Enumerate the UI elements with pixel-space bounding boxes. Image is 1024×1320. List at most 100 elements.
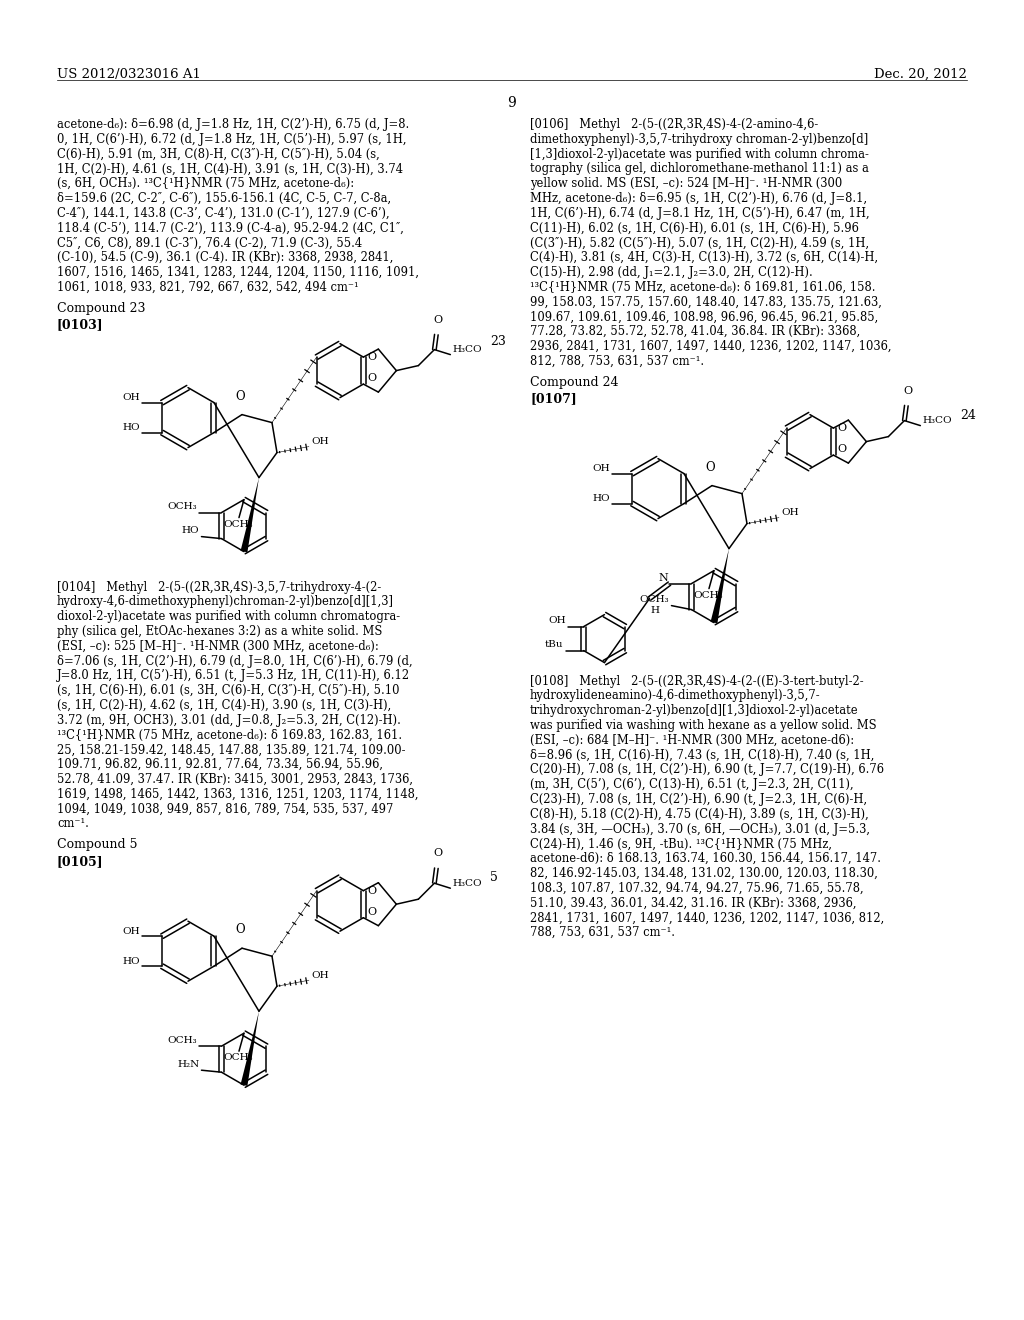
Text: tography (silica gel, dichloromethane-methanol 11:1) as a: tography (silica gel, dichloromethane-me…: [530, 162, 869, 176]
Text: [0103]: [0103]: [57, 318, 103, 331]
Text: [0107]: [0107]: [530, 392, 577, 405]
Text: O: O: [368, 374, 377, 383]
Text: O: O: [434, 314, 443, 325]
Text: hydroxylideneamino)-4,6-dimethoxyphenyl)-3,5,7-: hydroxylideneamino)-4,6-dimethoxyphenyl)…: [530, 689, 820, 702]
Text: C5″, C6, C8), 89.1 (C-3″), 76.4 (C-2), 71.9 (C-3), 55.4: C5″, C6, C8), 89.1 (C-3″), 76.4 (C-2), 7…: [57, 236, 362, 249]
Text: phy (silica gel, EtOAc-hexanes 3:2) as a white solid. MS: phy (silica gel, EtOAc-hexanes 3:2) as a…: [57, 624, 382, 638]
Text: O: O: [236, 389, 245, 403]
Text: 5: 5: [490, 871, 498, 884]
Text: cm⁻¹.: cm⁻¹.: [57, 817, 89, 830]
Text: (C-10), 54.5 (C-9), 36.1 (C-4). IR (KBr): 3368, 2938, 2841,: (C-10), 54.5 (C-9), 36.1 (C-4). IR (KBr)…: [57, 251, 393, 264]
Text: Compound 23: Compound 23: [57, 301, 145, 314]
Text: O: O: [838, 444, 847, 454]
Text: O: O: [706, 461, 715, 474]
Text: (m, 3H, C(5’), C(6’), C(13)-H), 6.51 (t, J=2.3, 2H, C(11),: (m, 3H, C(5’), C(6’), C(13)-H), 6.51 (t,…: [530, 779, 854, 791]
Text: H₃CO: H₃CO: [923, 416, 952, 425]
Text: OH: OH: [548, 616, 565, 626]
Text: Dec. 20, 2012: Dec. 20, 2012: [874, 69, 967, 81]
Text: O: O: [838, 424, 847, 433]
Polygon shape: [241, 1011, 259, 1086]
Text: ¹³C{¹H}NMR (75 MHz, acetone-d₆): δ 169.81, 161.06, 158.: ¹³C{¹H}NMR (75 MHz, acetone-d₆): δ 169.8…: [530, 281, 876, 294]
Text: [0106]   Methyl   2-(5-((2R,3R,4S)-4-(2-amino-4,6-: [0106] Methyl 2-(5-((2R,3R,4S)-4-(2-amin…: [530, 117, 818, 131]
Text: N: N: [658, 573, 669, 582]
Text: 118.4 (C-5’), 114.7 (C-2’), 113.9 (C-4-a), 95.2-94.2 (4C, C1″,: 118.4 (C-5’), 114.7 (C-2’), 113.9 (C-4-a…: [57, 222, 403, 235]
Text: hydroxy-4,6-dimethoxyphenyl)chroman-2-yl)benzo[d][1,3]: hydroxy-4,6-dimethoxyphenyl)chroman-2-yl…: [57, 595, 394, 609]
Text: OH: OH: [123, 393, 140, 403]
Text: O: O: [368, 886, 377, 896]
Text: dioxol-2-yl)acetate was purified with column chromatogra-: dioxol-2-yl)acetate was purified with co…: [57, 610, 400, 623]
Text: [0108]   Methyl   2-(5-((2R,3R,4S)-4-(2-((E)-3-tert-butyl-2-: [0108] Methyl 2-(5-((2R,3R,4S)-4-(2-((E)…: [530, 675, 863, 688]
Text: [1,3]dioxol-2-yl)acetate was purified with column chroma-: [1,3]dioxol-2-yl)acetate was purified wi…: [530, 148, 869, 161]
Text: HO: HO: [182, 527, 200, 535]
Text: H₃CO: H₃CO: [453, 879, 482, 887]
Text: O: O: [368, 907, 377, 916]
Text: HO: HO: [123, 957, 140, 966]
Text: ¹³C{¹H}NMR (75 MHz, acetone-d₆): δ 169.83, 162.83, 161.: ¹³C{¹H}NMR (75 MHz, acetone-d₆): δ 169.8…: [57, 729, 402, 742]
Text: 3.72 (m, 9H, OCH3), 3.01 (dd, J=0.8, J₂=5.3, 2H, C(12)-H).: 3.72 (m, 9H, OCH3), 3.01 (dd, J=0.8, J₂=…: [57, 714, 400, 727]
Text: H₂N: H₂N: [177, 1060, 200, 1069]
Text: C(8)-H), 5.18 (C(2)-H), 4.75 (C(4)-H), 3.89 (s, 1H, C(3)-H),: C(8)-H), 5.18 (C(2)-H), 4.75 (C(4)-H), 3…: [530, 808, 868, 821]
Text: OH: OH: [311, 437, 329, 446]
Text: 0, 1H, C(6’)-H), 6.72 (d, J=1.8 Hz, 1H, C(5’)-H), 5.97 (s, 1H,: 0, 1H, C(6’)-H), 6.72 (d, J=1.8 Hz, 1H, …: [57, 133, 407, 145]
Text: 3.84 (s, 3H, —OCH₃), 3.70 (s, 6H, —OCH₃), 3.01 (d, J=5.3,: 3.84 (s, 3H, —OCH₃), 3.70 (s, 6H, —OCH₃)…: [530, 822, 870, 836]
Text: C-4″), 144.1, 143.8 (C-3’, C-4’), 131.0 (C-1’), 127.9 (C-6’),: C-4″), 144.1, 143.8 (C-3’, C-4’), 131.0 …: [57, 207, 389, 220]
Text: 24: 24: [961, 409, 976, 421]
Text: dimethoxyphenyl)-3,5,7-trihydroxy chroman-2-yl)benzo[d]: dimethoxyphenyl)-3,5,7-trihydroxy chroma…: [530, 133, 868, 145]
Text: 1619, 1498, 1465, 1442, 1363, 1316, 1251, 1203, 1174, 1148,: 1619, 1498, 1465, 1442, 1363, 1316, 1251…: [57, 788, 419, 801]
Text: OH: OH: [123, 927, 140, 936]
Text: OCH₃: OCH₃: [223, 520, 253, 528]
Text: (ESI, –c): 684 [M–H]⁻. ¹H-NMR (300 MHz, acetone-d6):: (ESI, –c): 684 [M–H]⁻. ¹H-NMR (300 MHz, …: [530, 734, 854, 747]
Text: 812, 788, 753, 631, 537 cm⁻¹.: 812, 788, 753, 631, 537 cm⁻¹.: [530, 355, 705, 368]
Text: OCH₃: OCH₃: [693, 590, 723, 599]
Text: (ESI, –c): 525 [M–H]⁻. ¹H-NMR (300 MHz, acetone-d₆):: (ESI, –c): 525 [M–H]⁻. ¹H-NMR (300 MHz, …: [57, 640, 379, 653]
Text: Compound 24: Compound 24: [530, 376, 618, 388]
Text: C(11)-H), 6.02 (s, 1H, C(6)-H), 6.01 (s, 1H, C(6)-H), 5.96: C(11)-H), 6.02 (s, 1H, C(6)-H), 6.01 (s,…: [530, 222, 859, 235]
Text: OCH₃: OCH₃: [168, 1036, 198, 1044]
Text: acetone-d₆): δ=6.98 (d, J=1.8 Hz, 1H, C(2’)-H), 6.75 (d, J=8.: acetone-d₆): δ=6.98 (d, J=1.8 Hz, 1H, C(…: [57, 117, 410, 131]
Text: 82, 146.92-145.03, 134.48, 131.02, 130.00, 120.03, 118.30,: 82, 146.92-145.03, 134.48, 131.02, 130.0…: [530, 867, 878, 880]
Text: 109.67, 109.61, 109.46, 108.98, 96.96, 96.45, 96.21, 95.85,: 109.67, 109.61, 109.46, 108.98, 96.96, 9…: [530, 310, 879, 323]
Text: OCH₃: OCH₃: [168, 502, 198, 511]
Text: acetone-d6): δ 168.13, 163.74, 160.30, 156.44, 156.17, 147.: acetone-d6): δ 168.13, 163.74, 160.30, 1…: [530, 853, 881, 865]
Text: 1607, 1516, 1465, 1341, 1283, 1244, 1204, 1150, 1116, 1091,: 1607, 1516, 1465, 1341, 1283, 1244, 1204…: [57, 267, 419, 279]
Text: 1H, C(6’)-H), 6.74 (d, J=8.1 Hz, 1H, C(5’)-H), 6.47 (m, 1H,: 1H, C(6’)-H), 6.74 (d, J=8.1 Hz, 1H, C(5…: [530, 207, 869, 220]
Text: US 2012/0323016 A1: US 2012/0323016 A1: [57, 69, 201, 81]
Text: 25, 158.21-159.42, 148.45, 147.88, 135.89, 121.74, 109.00-: 25, 158.21-159.42, 148.45, 147.88, 135.8…: [57, 743, 406, 756]
Text: tBu: tBu: [545, 640, 563, 649]
Polygon shape: [241, 478, 259, 552]
Text: 108.3, 107.87, 107.32, 94.74, 94.27, 75.96, 71.65, 55.78,: 108.3, 107.87, 107.32, 94.74, 94.27, 75.…: [530, 882, 863, 895]
Polygon shape: [711, 549, 729, 623]
Text: 2841, 1731, 1607, 1497, 1440, 1236, 1202, 1147, 1036, 812,: 2841, 1731, 1607, 1497, 1440, 1236, 1202…: [530, 911, 885, 924]
Text: C(4)-H), 3.81 (s, 4H, C(3)-H, C(13)-H), 3.72 (s, 6H, C(14)-H,: C(4)-H), 3.81 (s, 4H, C(3)-H, C(13)-H), …: [530, 251, 879, 264]
Text: O: O: [236, 923, 245, 936]
Text: O: O: [368, 352, 377, 362]
Text: δ=8.96 (s, 1H, C(16)-H), 7.43 (s, 1H, C(18)-H), 7.40 (s, 1H,: δ=8.96 (s, 1H, C(16)-H), 7.43 (s, 1H, C(…: [530, 748, 874, 762]
Text: trihydroxychroman-2-yl)benzo[d][1,3]dioxol-2-yl)acetate: trihydroxychroman-2-yl)benzo[d][1,3]diox…: [530, 704, 859, 717]
Text: 51.10, 39.43, 36.01, 34.42, 31.16. IR (KBr): 3368, 2936,: 51.10, 39.43, 36.01, 34.42, 31.16. IR (K…: [530, 896, 856, 909]
Text: (s, 1H, C(2)-H), 4.62 (s, 1H, C(4)-H), 3.90 (s, 1H, C(3)-H),: (s, 1H, C(2)-H), 4.62 (s, 1H, C(4)-H), 3…: [57, 700, 391, 711]
Text: OH: OH: [311, 970, 329, 979]
Text: (s, 1H, C(6)-H), 6.01 (s, 3H, C(6)-H, C(3″)-H, C(5″)-H), 5.10: (s, 1H, C(6)-H), 6.01 (s, 3H, C(6)-H, C(…: [57, 684, 399, 697]
Text: 99, 158.03, 157.75, 157.60, 148.40, 147.83, 135.75, 121.63,: 99, 158.03, 157.75, 157.60, 148.40, 147.…: [530, 296, 882, 309]
Text: 23: 23: [490, 334, 506, 347]
Text: yellow solid. MS (ESI, –c): 524 [M–H]⁻. ¹H-NMR (300: yellow solid. MS (ESI, –c): 524 [M–H]⁻. …: [530, 177, 843, 190]
Text: [0104]   Methyl   2-(5-((2R,3R,4S)-3,5,7-trihydroxy-4-(2-: [0104] Methyl 2-(5-((2R,3R,4S)-3,5,7-tri…: [57, 581, 381, 594]
Text: 9: 9: [508, 96, 516, 110]
Text: H: H: [651, 606, 659, 615]
Text: 1094, 1049, 1038, 949, 857, 816, 789, 754, 535, 537, 497: 1094, 1049, 1038, 949, 857, 816, 789, 75…: [57, 803, 393, 816]
Text: O: O: [434, 849, 443, 858]
Text: OCH₃: OCH₃: [223, 1053, 253, 1063]
Text: C(23)-H), 7.08 (s, 1H, C(2’)-H), 6.90 (t, J=2.3, 1H, C(6)-H,: C(23)-H), 7.08 (s, 1H, C(2’)-H), 6.90 (t…: [530, 793, 867, 807]
Text: 109.71, 96.82, 96.11, 92.81, 77.64, 73.34, 56.94, 55.96,: 109.71, 96.82, 96.11, 92.81, 77.64, 73.3…: [57, 758, 383, 771]
Text: Compound 5: Compound 5: [57, 838, 137, 851]
Text: C(24)-H), 1.46 (s, 9H, -tBu). ¹³C{¹H}NMR (75 MHz,: C(24)-H), 1.46 (s, 9H, -tBu). ¹³C{¹H}NMR…: [530, 837, 831, 850]
Text: [0105]: [0105]: [57, 855, 103, 869]
Text: was purified via washing with hexane as a yellow solid. MS: was purified via washing with hexane as …: [530, 719, 877, 733]
Text: HO: HO: [593, 494, 610, 503]
Text: H₃CO: H₃CO: [453, 345, 482, 354]
Text: δ=159.6 (2C, C-2″, C-6″), 155.6-156.1 (4C, C-5, C-7, C-8a,: δ=159.6 (2C, C-2″, C-6″), 155.6-156.1 (4…: [57, 191, 391, 205]
Text: 52.78, 41.09, 37.47. IR (KBr): 3415, 3001, 2953, 2843, 1736,: 52.78, 41.09, 37.47. IR (KBr): 3415, 300…: [57, 774, 413, 785]
Text: HO: HO: [123, 424, 140, 432]
Text: C(6)-H), 5.91 (m, 3H, C(8)-H, C(3″)-H, C(5″)-H), 5.04 (s,: C(6)-H), 5.91 (m, 3H, C(8)-H, C(3″)-H, C…: [57, 148, 380, 161]
Text: 1H, C(2)-H), 4.61 (s, 1H, C(4)-H), 3.91 (s, 1H, C(3)-H), 3.74: 1H, C(2)-H), 4.61 (s, 1H, C(4)-H), 3.91 …: [57, 162, 403, 176]
